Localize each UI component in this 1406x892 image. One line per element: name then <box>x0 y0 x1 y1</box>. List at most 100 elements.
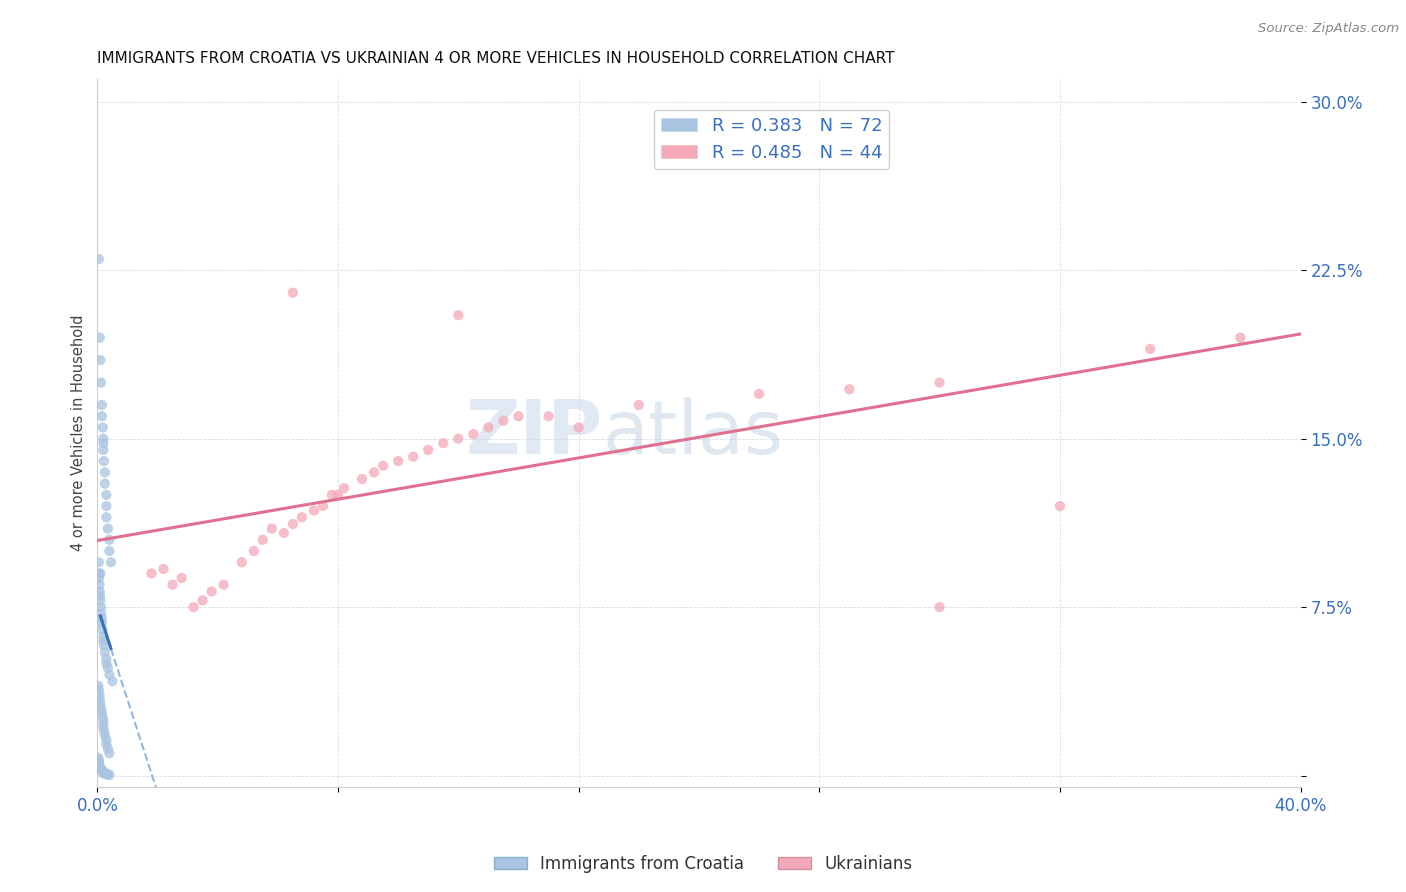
Point <box>141 566 163 581</box>
Point <box>97 741 120 756</box>
Point <box>97 767 120 781</box>
Point <box>87 555 110 569</box>
Point <box>89 692 111 706</box>
Text: Source: ZipAtlas.com: Source: ZipAtlas.com <box>1258 22 1399 36</box>
Point <box>387 454 409 468</box>
Point <box>447 308 470 322</box>
Point <box>492 414 515 428</box>
Point <box>96 737 118 751</box>
Point <box>242 544 264 558</box>
Point <box>89 571 111 585</box>
Point <box>87 750 110 764</box>
Point <box>281 285 304 300</box>
Point <box>93 454 115 468</box>
Point <box>183 600 205 615</box>
Point <box>90 398 112 412</box>
Point <box>508 409 530 424</box>
Point <box>90 706 112 720</box>
Point <box>402 450 425 464</box>
Point <box>1139 342 1161 356</box>
Point <box>152 562 174 576</box>
Point <box>89 759 111 773</box>
Point <box>90 409 112 424</box>
Point <box>90 376 112 390</box>
Point <box>162 577 184 591</box>
Point <box>93 719 115 733</box>
Point <box>627 398 650 412</box>
Point <box>98 667 121 681</box>
Point <box>352 472 374 486</box>
Point <box>93 442 115 457</box>
Point <box>321 488 343 502</box>
Point <box>93 436 115 450</box>
Point <box>90 607 112 621</box>
Point <box>191 593 214 607</box>
Point <box>89 353 111 368</box>
Point <box>89 577 111 591</box>
Point <box>93 714 115 729</box>
Point <box>93 638 115 652</box>
Point <box>89 589 111 603</box>
Point <box>94 645 117 659</box>
Point <box>87 566 110 581</box>
Y-axis label: 4 or more Vehicles in Household: 4 or more Vehicles in Household <box>72 315 86 551</box>
Point <box>537 409 560 424</box>
Point <box>98 768 121 782</box>
Point <box>96 652 118 666</box>
Point <box>93 723 115 738</box>
Point <box>90 611 112 625</box>
Point <box>100 555 122 569</box>
Point <box>568 420 591 434</box>
Point <box>281 517 304 532</box>
Point <box>89 584 111 599</box>
Point <box>333 481 356 495</box>
Point <box>93 766 115 780</box>
Point <box>463 427 485 442</box>
Point <box>90 600 112 615</box>
Point <box>748 386 770 401</box>
Point <box>94 466 117 480</box>
Point <box>89 697 111 711</box>
Point <box>432 436 454 450</box>
Point <box>90 701 112 715</box>
Point <box>96 499 118 513</box>
Point <box>93 764 115 778</box>
Point <box>87 753 110 767</box>
Point <box>87 755 110 769</box>
Point <box>89 593 111 607</box>
Point <box>91 710 114 724</box>
Point <box>87 679 110 693</box>
Point <box>1229 331 1251 345</box>
Point <box>89 566 111 581</box>
Point <box>91 623 114 637</box>
Point <box>252 533 274 547</box>
Point <box>97 661 120 675</box>
Point <box>90 762 112 776</box>
Point <box>101 674 124 689</box>
Point <box>302 503 325 517</box>
Legend: Immigrants from Croatia, Ukrainians: Immigrants from Croatia, Ukrainians <box>486 848 920 880</box>
Text: IMMIGRANTS FROM CROATIA VS UKRAINIAN 4 OR MORE VEHICLES IN HOUSEHOLD CORRELATION: IMMIGRANTS FROM CROATIA VS UKRAINIAN 4 O… <box>97 51 894 66</box>
Point <box>291 510 314 524</box>
Point <box>93 432 115 446</box>
Point <box>94 766 117 780</box>
Point <box>477 420 499 434</box>
Point <box>312 499 335 513</box>
Point <box>97 522 120 536</box>
Point <box>91 420 114 434</box>
Point <box>96 767 118 781</box>
Point <box>170 571 193 585</box>
Point <box>326 488 349 502</box>
Point <box>89 331 111 345</box>
Point <box>89 757 111 772</box>
Point <box>928 600 950 615</box>
Point <box>231 555 253 569</box>
Point <box>89 762 111 776</box>
Point <box>96 657 118 671</box>
Point <box>94 476 117 491</box>
Point <box>90 615 112 630</box>
Point <box>418 442 440 457</box>
Point <box>94 728 117 742</box>
Point <box>96 732 118 747</box>
Point <box>98 746 121 760</box>
